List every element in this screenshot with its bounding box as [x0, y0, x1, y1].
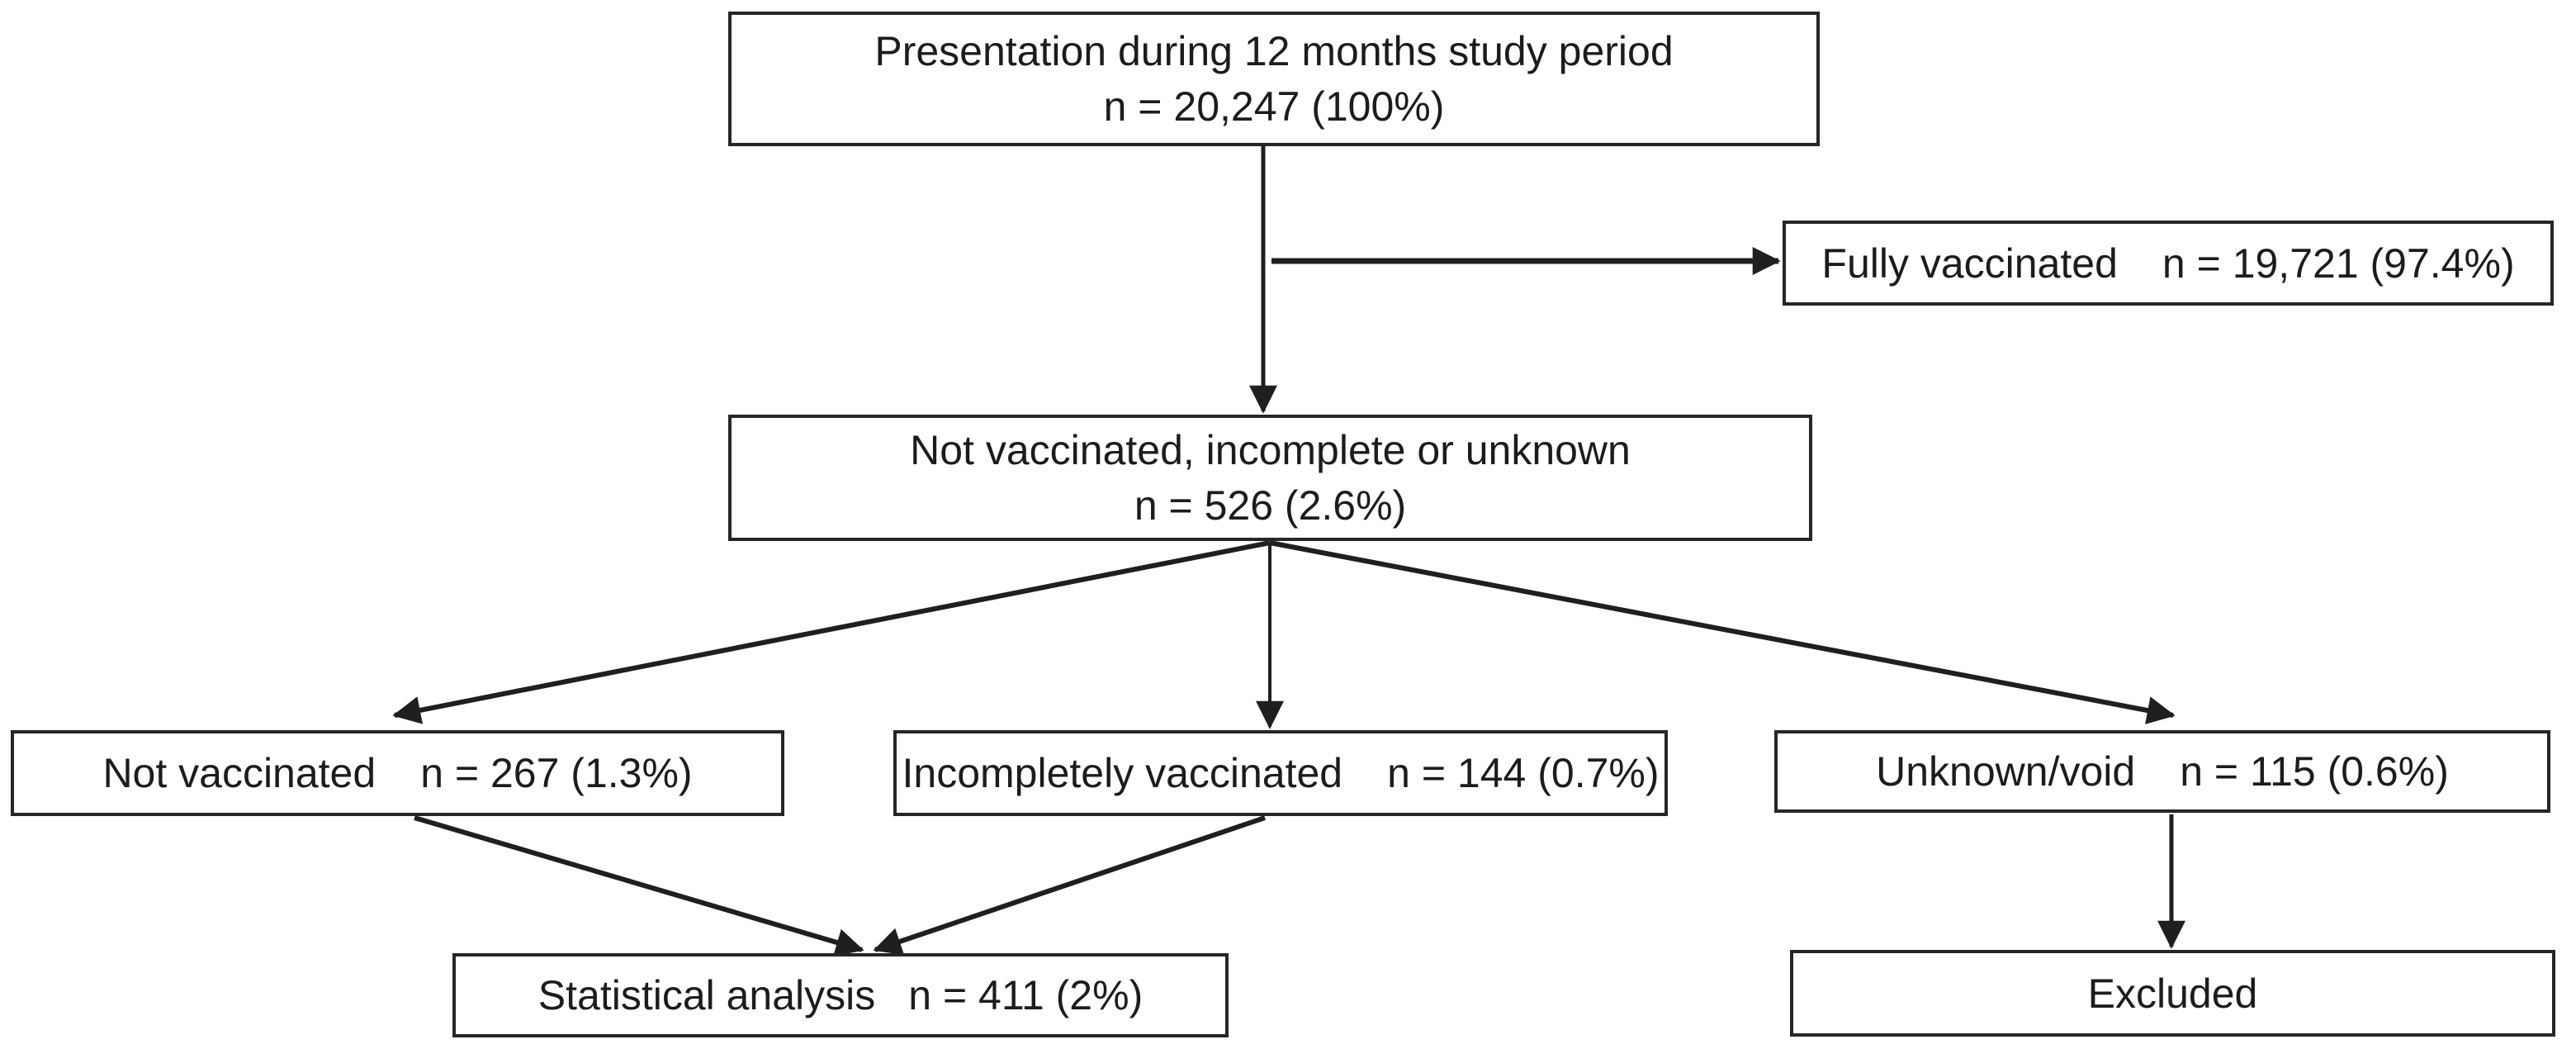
box-excluded: Excluded — [1790, 950, 2555, 1037]
arrow-not-vaccinated-to-statistical-analysis — [414, 815, 864, 956]
box-unknown-void-label: Unknown/void — [1876, 748, 2136, 795]
box-notvax-group-line2: n = 526 (2.6%) — [1134, 482, 1407, 529]
box-incompletely-vaccinated-content: Incompletely vaccinated n = 144 (0.7%) — [902, 749, 1660, 797]
box-fully-vaccinated: Fully vaccinated n = 19,721 (97.4%) — [1783, 221, 2554, 306]
box-statistical-analysis-label: Statistical analysis — [537, 972, 876, 1018]
box-not-vaccinated-value: n = 267 (1.3%) — [420, 750, 693, 796]
arrow-incompletely-vaccinated-to-statistical-analysis — [873, 815, 1266, 956]
box-statistical-analysis: Statistical analysis n = 411 (2%) — [452, 953, 1229, 1037]
box-excluded-label: Excluded — [2087, 970, 2258, 1017]
box-statistical-analysis-content: Statistical analysis n = 411 (2%) — [538, 971, 1143, 1019]
box-statistical-analysis-value: n = 411 (2%) — [908, 972, 1144, 1018]
box-unknown-void: Unknown/void n = 115 (0.6%) — [1774, 730, 2550, 813]
box-not-vaccinated-label: Not vaccinated — [102, 750, 376, 796]
box-presentation-line2: n = 20,247 (100%) — [1103, 83, 1445, 130]
box-incompletely-vaccinated-value: n = 144 (0.7%) — [1387, 750, 1660, 796]
box-fully-vaccinated-label: Fully vaccinated — [1821, 240, 2118, 287]
box-incompletely-vaccinated: Incompletely vaccinated n = 144 (0.7%) — [893, 730, 1668, 816]
box-notvax-group-line1: Not vaccinated, incomplete or unknown — [910, 426, 1631, 473]
arrow-notvax-group-to-unknown-void — [1269, 540, 2176, 724]
box-incompletely-vaccinated-label: Incompletely vaccinated — [902, 750, 1343, 796]
arrow-notvax-group-to-not-vaccinated — [392, 540, 1271, 724]
box-fully-vaccinated-content: Fully vaccinated n = 19,721 (97.4%) — [1821, 240, 2514, 287]
box-notvax-group: Not vaccinated, incomplete or unknown n … — [728, 415, 1812, 541]
box-unknown-void-value: n = 115 (0.6%) — [2180, 748, 2449, 795]
box-presentation: Presentation during 12 months study peri… — [728, 12, 1820, 146]
box-presentation-line1: Presentation during 12 months study peri… — [874, 27, 1674, 74]
box-not-vaccinated-content: Not vaccinated n = 267 (1.3%) — [102, 749, 692, 797]
box-unknown-void-content: Unknown/void n = 115 (0.6%) — [1876, 748, 2449, 795]
box-not-vaccinated: Not vaccinated n = 267 (1.3%) — [11, 730, 784, 816]
box-fully-vaccinated-value: n = 19,721 (97.4%) — [2162, 240, 2515, 287]
